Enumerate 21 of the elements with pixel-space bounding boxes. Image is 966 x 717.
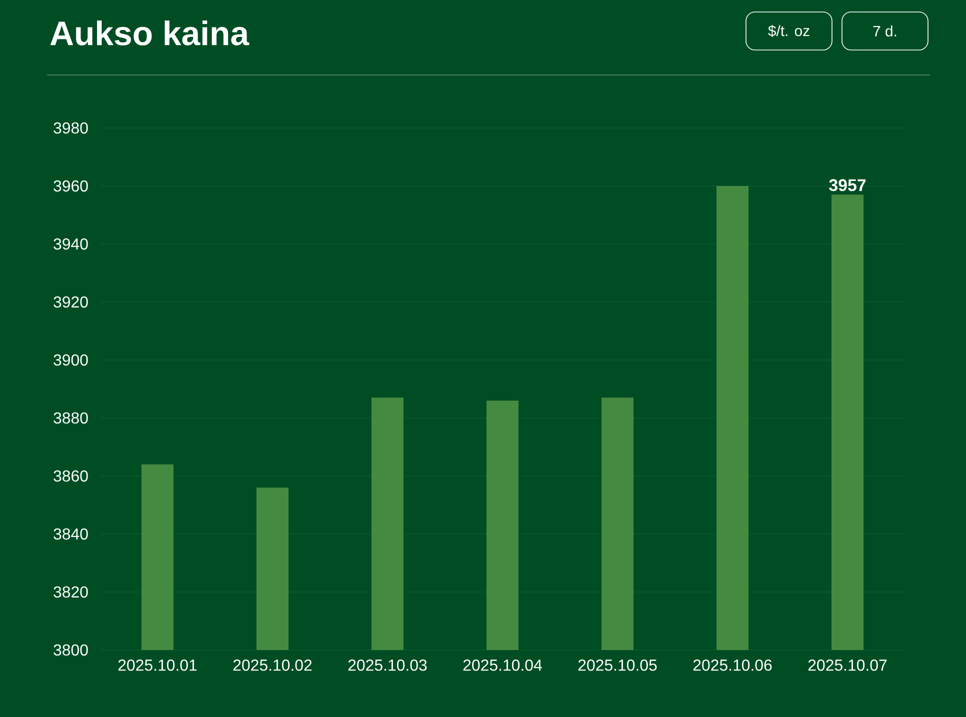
y-tick-label: 3940 [54,238,88,250]
y-tick-label: 3960 [54,180,88,192]
x-tick-label: 2025.10.04 [463,660,542,671]
y-tick-label: 3800 [54,644,88,656]
y-tick-label: 3900 [54,354,88,366]
x-tick-label: 2025.10.03 [348,660,427,671]
x-tick-label: 2025.10.07 [808,660,887,671]
text: 7 d. [873,26,896,36]
y-tick-label: 3980 [54,122,88,134]
chart-title: Aukso kaina [50,20,250,46]
y-tick-label: 3820 [54,586,88,598]
x-tick-label: 2025.10.05 [578,660,657,671]
data-label: 3957 [829,179,866,192]
text: $/t. oz [768,24,810,38]
y-tick-label: 3920 [54,296,88,308]
x-tick-label: 2025.10.01 [118,660,197,671]
x-tick-label: 2025.10.06 [693,660,772,671]
y-tick-label: 3880 [54,412,88,424]
x-tick-label: 2025.10.02 [233,660,312,671]
y-tick-label: 3840 [54,528,88,540]
y-tick-label: 3860 [54,470,88,482]
